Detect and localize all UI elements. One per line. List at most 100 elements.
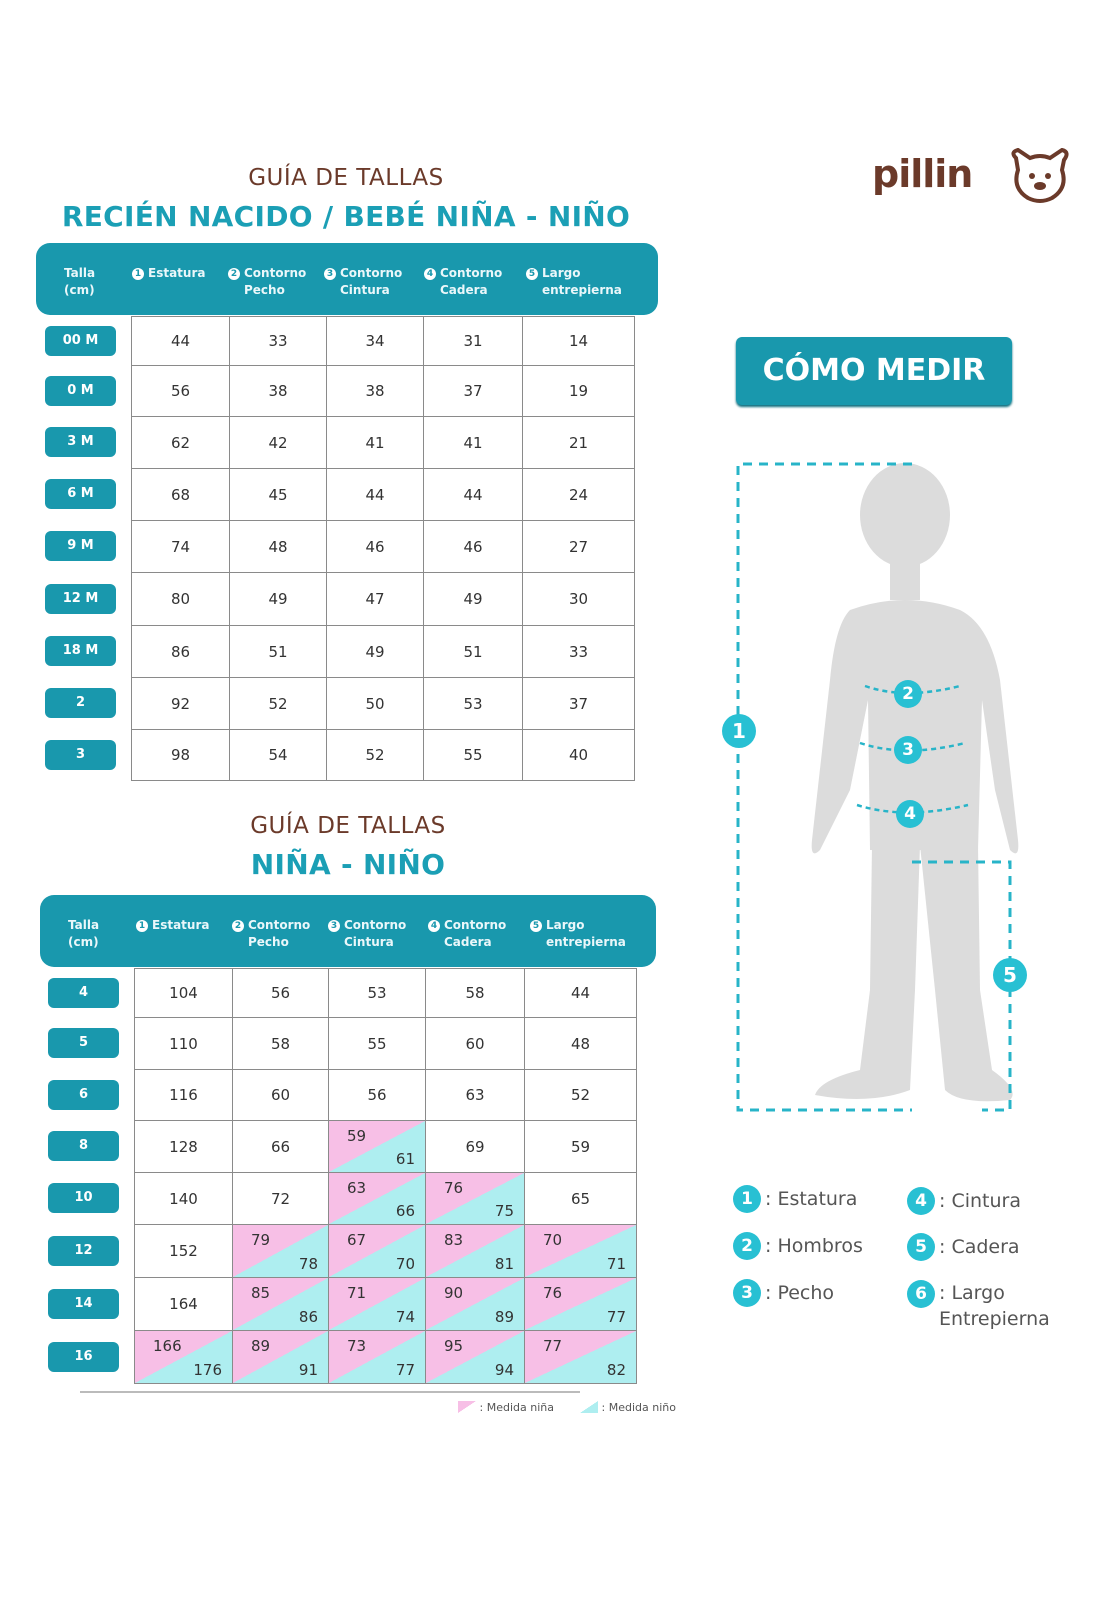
boy-value: 74 — [395, 1308, 415, 1326]
girl-value: 166 — [153, 1337, 182, 1355]
table-cell: 24 — [522, 468, 635, 521]
table-cell: 14 — [522, 316, 635, 366]
number-1-icon: 1 — [136, 920, 148, 932]
table1-header: Talla (cm) 1 Estatura 2 Contorno Pecho 3 Contorn… — [36, 243, 658, 315]
girl-value: 76 — [543, 1284, 563, 1302]
marker-3: 3 — [894, 736, 922, 764]
legend-estatura: 1: Estatura — [733, 1185, 857, 1213]
split-cell: 90 89 — [425, 1277, 525, 1331]
header-largo-entrepierna: 5 Largo entrepierna — [530, 917, 626, 951]
size-pill: 10 — [48, 1183, 119, 1213]
split-cell: 83 81 — [425, 1224, 525, 1278]
number-2-icon: 2 — [733, 1232, 761, 1260]
header-contorno-pecho: 2 Contorno Pecho — [228, 265, 306, 299]
boy-value: 78 — [298, 1255, 318, 1273]
header-label: (cm) — [64, 283, 95, 297]
legend-boy-label: : Medida niño — [601, 1401, 676, 1414]
legend-label: : Cadera — [939, 1236, 1020, 1258]
header-label: Contorno — [244, 266, 307, 280]
header-label: Contorno — [444, 918, 507, 932]
number-2-icon: 2 — [232, 920, 244, 932]
table-cell: 33 — [522, 625, 635, 678]
size-pill: 00 M — [45, 325, 116, 356]
size-pill: 5 — [48, 1028, 119, 1058]
table-cell: 98 — [131, 729, 230, 781]
size-pill: 12 M — [45, 583, 116, 614]
size-pill: 3 M — [45, 427, 116, 457]
split-cell: 95 94 — [425, 1330, 525, 1384]
table-cell: 44 — [131, 316, 230, 366]
table-cell: 56 — [232, 968, 329, 1018]
table-cell: 53 — [328, 968, 426, 1018]
girl-value: 79 — [251, 1231, 271, 1249]
pillin-logo: pillin — [872, 148, 1072, 208]
boy-value: 77 — [395, 1361, 415, 1379]
legend-girl-label: : Medida niña — [479, 1401, 554, 1414]
girl-value: 73 — [347, 1337, 367, 1355]
table-cell: 30 — [522, 572, 635, 626]
split-cell: 85 86 — [232, 1277, 329, 1331]
size-pill: 14 — [48, 1288, 119, 1319]
header-label: (cm) — [68, 935, 99, 949]
girl-value: 83 — [444, 1231, 464, 1249]
table-cell: 128 — [134, 1120, 233, 1173]
header-label: Cadera — [444, 935, 492, 949]
table-cell: 66 — [232, 1120, 329, 1173]
header-label: Talla — [64, 266, 96, 280]
split-cell: 59 61 — [328, 1120, 426, 1173]
legend-largo-entrepierna: 6: Largo Entrepierna — [907, 1280, 1077, 1332]
table-cell: 110 — [134, 1017, 233, 1070]
table-cell: 41 — [326, 416, 424, 469]
boy-value: 61 — [395, 1150, 415, 1168]
table-cell: 52 — [326, 729, 424, 781]
size-pill: 18 M — [45, 636, 116, 666]
header-label: Cintura — [344, 935, 394, 949]
boy-value: 66 — [395, 1202, 415, 1220]
table1-title: RECIÉN NACIDO / BEBÉ NIÑA - NIÑO — [61, 200, 631, 233]
legend-cadera: 5: Cadera — [907, 1233, 1020, 1261]
number-3-icon: 3 — [324, 268, 336, 280]
header-estatura: 1 Estatura — [132, 265, 205, 282]
legend-pecho: 3: Pecho — [733, 1279, 834, 1307]
header-largo-entrepierna: 5 Largo entrepierna — [526, 265, 622, 299]
table1-subtitle: GUÍA DE TALLAS — [248, 165, 444, 191]
split-cell: 63 66 — [328, 1172, 426, 1225]
table-cell: 38 — [229, 365, 327, 417]
table-cell: 48 — [229, 520, 327, 573]
table-cell: 80 — [131, 572, 230, 626]
header-contorno-cintura: 3 Contorno Cintura — [324, 265, 402, 299]
size-pill: 4 — [48, 977, 119, 1008]
table-cell: 41 — [423, 416, 523, 469]
boy-value: 70 — [395, 1255, 415, 1273]
size-pill: 3 — [45, 739, 116, 770]
table-cell: 52 — [229, 677, 327, 730]
header-estatura: 1 Estatura — [136, 917, 209, 934]
table2-divider — [80, 1391, 580, 1393]
size-pill: 9 M — [45, 531, 116, 561]
table-cell: 86 — [131, 625, 230, 678]
size-pill: 8 — [48, 1131, 119, 1161]
table-cell: 104 — [134, 968, 233, 1018]
header-label: Estatura — [152, 918, 210, 932]
how-to-measure-button[interactable]: CÓMO MEDIR — [736, 337, 1012, 405]
size-pill: 16 — [48, 1341, 119, 1372]
table-cell: 50 — [326, 677, 424, 730]
table-cell: 19 — [522, 365, 635, 417]
marker-2: 2 — [894, 680, 922, 708]
girl-value: 70 — [543, 1231, 563, 1249]
table-cell: 69 — [425, 1120, 525, 1173]
table-cell: 72 — [232, 1172, 329, 1225]
table-cell: 33 — [229, 316, 327, 366]
girl-value: 77 — [543, 1337, 563, 1355]
split-cell: 67 70 — [328, 1224, 426, 1278]
boy-value: 82 — [606, 1361, 626, 1379]
girl-value: 76 — [444, 1179, 464, 1197]
girl-value: 71 — [347, 1284, 367, 1302]
size-pill: 0 M — [45, 375, 116, 406]
table-cell: 47 — [326, 572, 424, 626]
table-cell: 44 — [423, 468, 523, 521]
header-label: Contorno — [248, 918, 311, 932]
split-cell: 76 77 — [524, 1277, 637, 1331]
girl-value: 67 — [347, 1231, 367, 1249]
header-contorno-cadera: 4 Contorno Cadera — [428, 917, 506, 951]
